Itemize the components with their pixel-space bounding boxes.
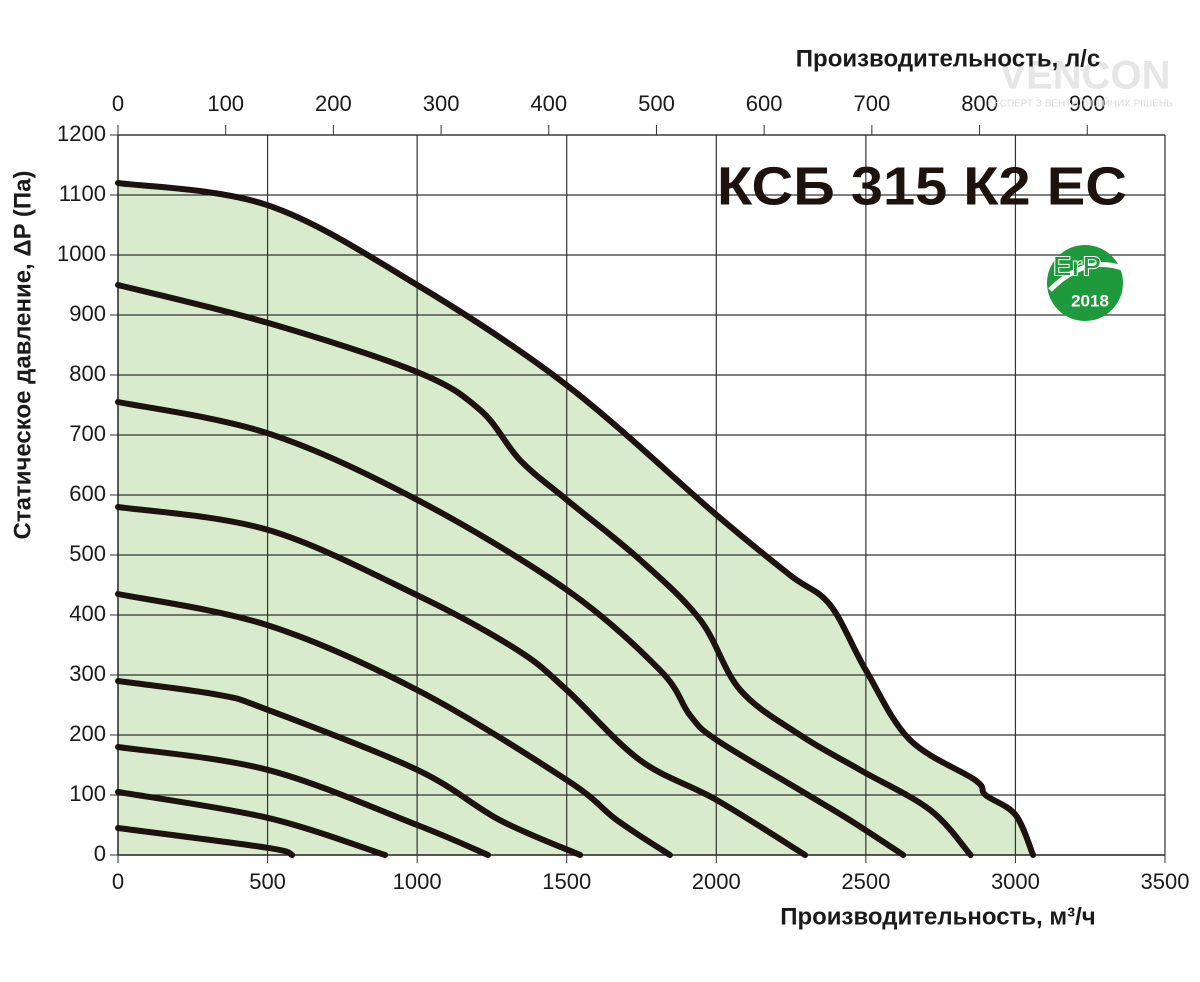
x2-tick-label: 400: [530, 91, 567, 116]
y-tick-label: 1000: [57, 241, 106, 266]
x-tick-label: 500: [249, 869, 286, 894]
badge-year: 2018: [1071, 291, 1109, 310]
y-tick-label: 1100: [59, 181, 106, 206]
curve: [115, 825, 296, 858]
x2-tick-label: 200: [315, 91, 352, 116]
x2-tick-label: 300: [423, 91, 460, 116]
x2-tick-label: 500: [638, 91, 675, 116]
x2-tick-label: 600: [746, 91, 783, 116]
x2-tick-label: 0: [112, 91, 124, 116]
curve: [115, 678, 584, 858]
y-tick-label: 300: [69, 661, 106, 686]
x-axis-title: Производительность, м³/ч: [780, 903, 1096, 930]
area-layer: [118, 183, 1034, 855]
curve: [115, 789, 389, 858]
x-tick-label: 3000: [991, 869, 1040, 894]
y-tick-label: 600: [69, 481, 106, 506]
x2-tick-label: 800: [961, 91, 998, 116]
area: [118, 183, 1034, 855]
curve: [115, 744, 492, 858]
watermark-brand: VENCON: [999, 54, 1170, 98]
y-tick-label: 400: [69, 601, 106, 626]
y-tick-label: 500: [69, 541, 106, 566]
x2-axis-title: Производительность, л/с: [796, 45, 1100, 72]
lines-layer: [115, 180, 1037, 858]
badge-label: ErP: [1053, 250, 1101, 281]
y-tick-label: 900: [69, 301, 106, 326]
x2-tick-label: 100: [207, 91, 244, 116]
erp-badge: ErP 2018: [1047, 245, 1123, 321]
x2-tick-label: 900: [1069, 91, 1106, 116]
labels-layer: 0100200300400500600700800900100011001200…: [57, 91, 1189, 894]
y-tick-label: 800: [69, 361, 106, 386]
x-tick-label: 1500: [542, 869, 591, 894]
curve: [115, 504, 809, 858]
badge-swoosh: [1048, 262, 1123, 292]
curve: [115, 399, 907, 858]
x-tick-label: 0: [112, 869, 124, 894]
curve: [115, 282, 974, 858]
y-tick-label: 700: [69, 421, 106, 446]
y-tick-label: 200: [69, 721, 106, 746]
x-tick-label: 2500: [841, 869, 890, 894]
watermark-slogan: ЕКСПЕРТ З ВЕНТИЛЯЦІЙНИХ РІШЕНЬ: [987, 97, 1173, 110]
y-tick-label: 0: [94, 841, 106, 866]
chart-title: КСБ 315 К2 ЕС: [717, 156, 1127, 216]
x-tick-label: 1000: [393, 869, 442, 894]
y-tick-label: 1200: [57, 121, 106, 146]
curve: [115, 180, 1037, 858]
x-tick-label: 3500: [1141, 869, 1190, 894]
y-tick-label: 100: [69, 781, 106, 806]
grid-front: [110, 125, 1166, 863]
curve: [115, 591, 673, 858]
x2-tick-label: 700: [853, 91, 890, 116]
y-axis-title: Статическое давление, ΔP (Па): [9, 171, 36, 540]
x-tick-label: 2000: [692, 869, 741, 894]
